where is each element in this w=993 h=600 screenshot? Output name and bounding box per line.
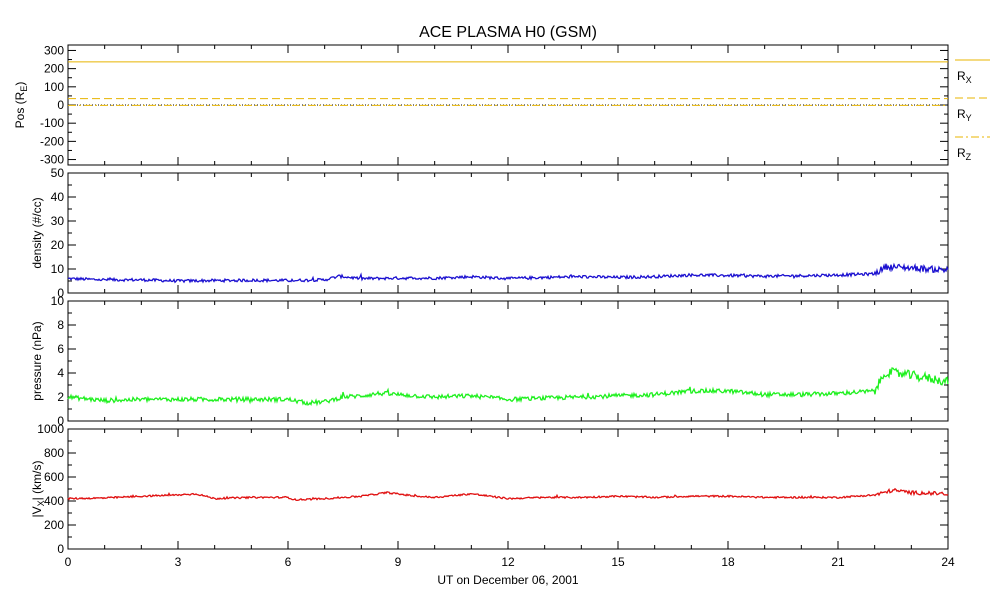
- y-tick-label: 0: [57, 414, 64, 428]
- y-tick-label: 100: [44, 80, 64, 94]
- y-tick-label: 10: [51, 262, 65, 276]
- x-tick-label: 0: [65, 555, 72, 569]
- y-tick-label: 20: [51, 238, 65, 252]
- y-tick-label: -300: [40, 153, 64, 167]
- y-tick-label: 0: [57, 98, 64, 112]
- y-tick-label: 400: [44, 494, 64, 508]
- y-tick-label: 600: [44, 470, 64, 484]
- x-tick-label: 18: [721, 555, 735, 569]
- y-tick-label: 300: [44, 43, 64, 57]
- x-tick-label: 12: [501, 555, 515, 569]
- x-tick-label: 15: [611, 555, 625, 569]
- panel-3-series-line: [67, 367, 949, 407]
- y-tick-label: 1000: [37, 422, 64, 436]
- y-tick-label: 200: [44, 518, 64, 532]
- panel-4-ylabel: |VX| (km/s): [30, 461, 46, 518]
- panel-3-ylabel: pressure (nPa): [30, 321, 44, 400]
- x-tick-label: 6: [285, 555, 292, 569]
- x-axis-title: UT on December 06, 2001: [437, 573, 579, 587]
- legend-ry-label: RY: [957, 107, 972, 123]
- y-tick-label: 0: [57, 286, 64, 300]
- y-tick-label: 2: [57, 390, 64, 404]
- y-tick-label: 40: [51, 190, 65, 204]
- panel-2-series-line: [67, 262, 949, 284]
- y-tick-label: 800: [44, 446, 64, 460]
- y-tick-label: 6: [57, 342, 64, 356]
- y-tick-label: 8: [57, 318, 64, 332]
- y-tick-label: 0: [57, 542, 64, 556]
- y-tick-label: -200: [40, 134, 64, 148]
- x-tick-label: 3: [175, 555, 182, 569]
- y-tick-label: 30: [51, 214, 65, 228]
- y-tick-label: 4: [57, 366, 64, 380]
- panel-4-series-line: [67, 487, 949, 502]
- x-tick-label: 9: [395, 555, 402, 569]
- chart-title: ACE PLASMA H0 (GSM): [419, 24, 597, 41]
- x-tick-label: 21: [831, 555, 845, 569]
- y-tick-label: -100: [40, 116, 64, 130]
- y-tick-label: 10: [51, 294, 65, 308]
- panel-3-frame: [67, 300, 949, 422]
- legend-rx-label: RX: [957, 69, 972, 85]
- panel-2-ylabel: density (#/cc): [30, 197, 44, 268]
- y-tick-label: 50: [51, 166, 65, 180]
- panel-1-ylabel: Pos (RE): [13, 82, 29, 129]
- legend-rz-label: RZ: [957, 146, 972, 162]
- panel-4-frame: [67, 428, 949, 550]
- y-tick-label: 200: [44, 62, 64, 76]
- x-tick-label: 24: [941, 555, 955, 569]
